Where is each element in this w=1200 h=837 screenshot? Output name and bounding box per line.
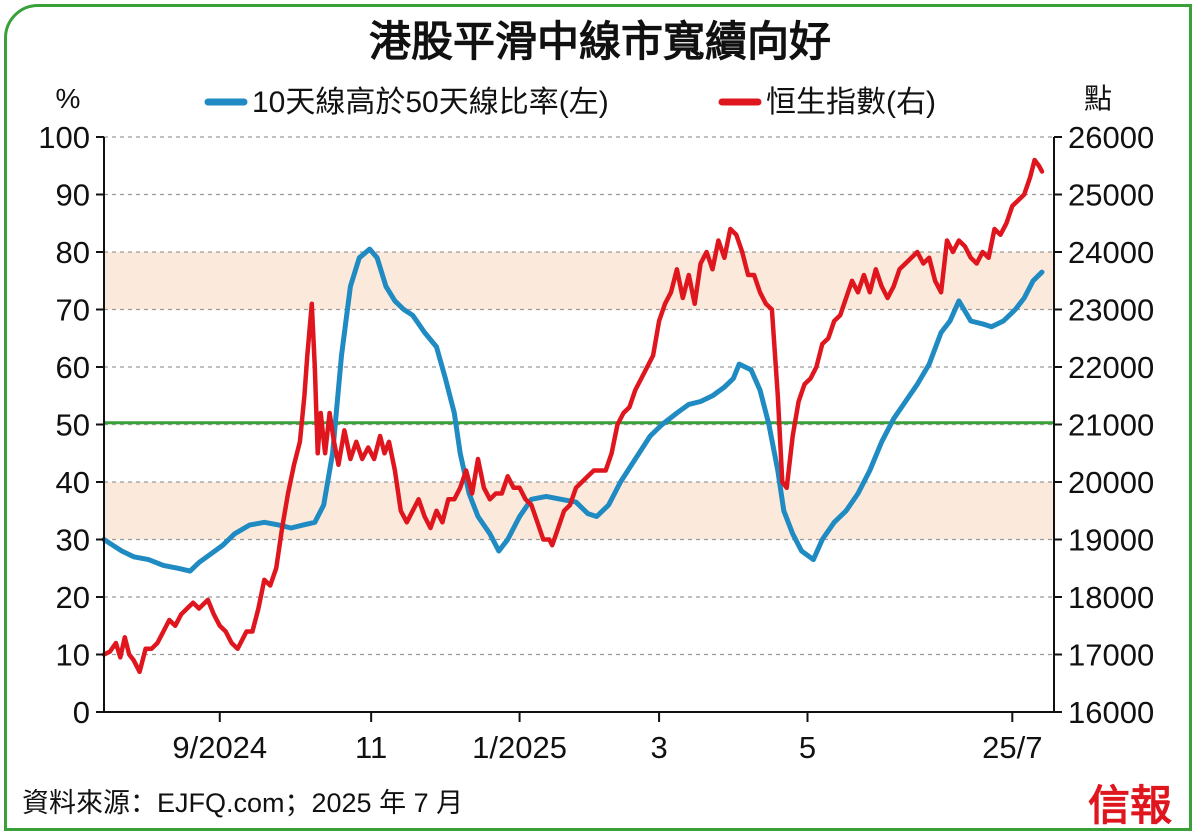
x-tick-label-4: 5 xyxy=(799,730,816,765)
x-tick-label-5: 25/7 xyxy=(982,730,1042,765)
right-axis-unit: 點 xyxy=(1084,83,1112,114)
left-axis-unit: % xyxy=(56,83,81,114)
series-lines xyxy=(101,157,1045,675)
right-tick-label-3: 19000 xyxy=(1068,523,1154,558)
legend-label-breadth: 10天線高於50天線比率(左) xyxy=(252,86,609,119)
left-tick-label-9: 90 xyxy=(56,178,90,213)
right-tick-label-1: 17000 xyxy=(1068,638,1154,673)
right-tick-label-10: 26000 xyxy=(1068,120,1154,155)
left-tick-label-0: 0 xyxy=(73,695,90,730)
source-note: 資料來源：EJFQ.com；2025 年 7 月 xyxy=(22,788,463,818)
right-tick-label-4: 20000 xyxy=(1068,465,1154,500)
right-tick-label-7: 23000 xyxy=(1068,293,1154,328)
x-axis-ticks: 9/2024 11 1/2025 3 5 25/7 xyxy=(172,712,1042,765)
right-tick-label-5: 21000 xyxy=(1068,408,1154,443)
x-tick-label-2: 1/2025 xyxy=(472,730,567,765)
legend: 10天線高於50天線比率(左) 恒生指數(右) xyxy=(204,86,936,119)
left-tick-label-8: 80 xyxy=(56,235,90,270)
right-tick-label-2: 18000 xyxy=(1068,580,1154,615)
right-tick-label-6: 22000 xyxy=(1068,350,1154,385)
x-tick-label-1: 11 xyxy=(355,730,387,765)
left-tick-label-7: 70 xyxy=(56,293,90,328)
legend-label-hsi: 恒生指數(右) xyxy=(766,86,936,119)
left-tick-label-10: 100 xyxy=(38,120,90,155)
shaded-band-1 xyxy=(104,482,1054,540)
left-tick-label-5: 50 xyxy=(56,408,90,443)
left-tick-label-2: 20 xyxy=(56,580,90,615)
series-line-hsi xyxy=(101,157,1045,675)
right-tick-label-9: 25000 xyxy=(1068,178,1154,213)
chart-title: 港股平滑中線市寬續向好 xyxy=(369,18,831,65)
right-tick-label-0: 16000 xyxy=(1068,695,1154,730)
left-tick-label-4: 40 xyxy=(56,465,90,500)
right-axis-ticks: 16000 17000 18000 19000 20000 21000 22000 23000… xyxy=(1054,120,1154,730)
x-tick-label-0: 9/2024 xyxy=(172,730,267,765)
left-tick-label-1: 10 xyxy=(56,638,90,673)
chart-frame xyxy=(4,4,1192,831)
left-axis-ticks: 0 10 20 30 40 50 60 70 80 90 100 xyxy=(38,120,104,730)
x-tick-label-3: 3 xyxy=(650,730,667,765)
right-tick-label-8: 24000 xyxy=(1068,235,1154,270)
brand-logo: 信報 xyxy=(1088,781,1172,830)
left-tick-label-6: 60 xyxy=(56,350,90,385)
left-tick-label-3: 30 xyxy=(56,523,90,558)
